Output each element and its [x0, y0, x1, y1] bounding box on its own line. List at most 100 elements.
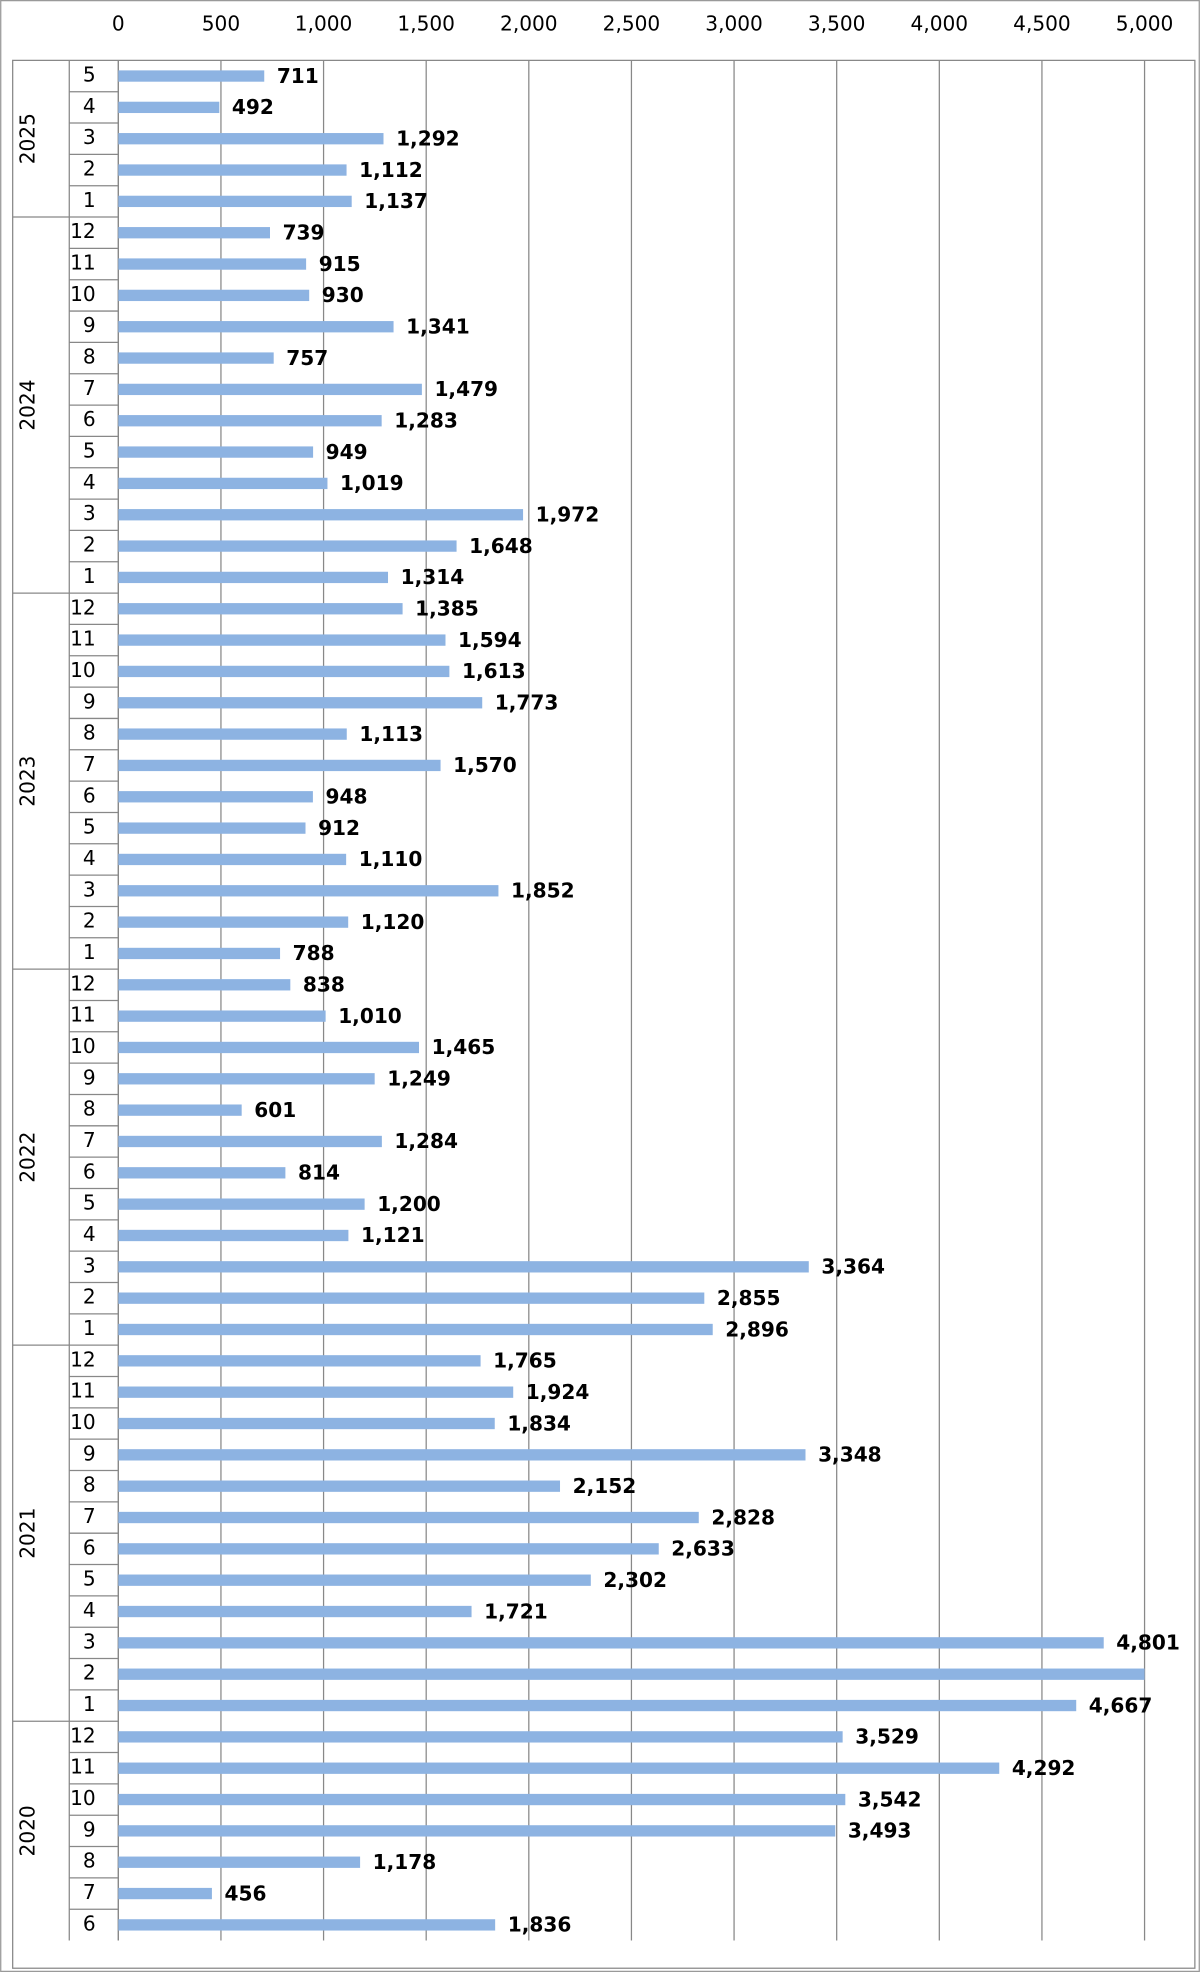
bar: [118, 1793, 846, 1806]
bar: [118, 1229, 349, 1242]
month-label: 7: [83, 376, 96, 400]
bar: [118, 1731, 843, 1743]
bar: [118, 1605, 472, 1618]
x-tick-label: 0: [112, 12, 125, 36]
month-label: 11: [70, 1003, 96, 1027]
month-label: 5: [83, 1191, 96, 1215]
bar: [118, 1010, 326, 1022]
x-tick-label: 4,000: [911, 12, 969, 36]
year-label: 2022: [16, 1132, 40, 1183]
x-tick-label: 1,000: [295, 12, 353, 36]
month-label: 10: [70, 1410, 96, 1434]
bar: [118, 540, 457, 552]
month-label: 8: [83, 1473, 96, 1497]
value-label: 1,765: [493, 1349, 557, 1373]
x-tick-label: 3,500: [808, 12, 866, 36]
month-label: 4: [83, 1222, 96, 1246]
value-label: 1,834: [507, 1411, 571, 1435]
month-label: 3: [83, 125, 96, 149]
value-label: 1,773: [495, 691, 559, 715]
value-label: 1,121: [361, 1223, 425, 1247]
bar: [118, 1511, 699, 1524]
month-label: 9: [83, 689, 96, 713]
bar: [118, 1261, 809, 1273]
bar: [118, 697, 483, 709]
value-label: 1,570: [453, 753, 517, 777]
x-tick-label: 1,500: [397, 12, 455, 36]
x-tick-label: 5,000: [1116, 12, 1174, 36]
month-label: 7: [83, 1880, 96, 1904]
month-label: 11: [70, 1755, 96, 1779]
value-label: 1,120: [361, 910, 425, 934]
year-label: 2021: [16, 1508, 40, 1559]
bar: [118, 1135, 382, 1148]
month-label: 8: [83, 721, 96, 745]
value-label: 1,178: [373, 1850, 437, 1874]
value-label: 814: [298, 1161, 340, 1185]
x-tick-label: 2,500: [603, 12, 661, 36]
value-label: 1,341: [406, 314, 470, 338]
bar: [118, 164, 347, 176]
month-label: 12: [70, 595, 96, 619]
value-label: 1,924: [526, 1380, 590, 1404]
x-tick-label: 500: [202, 12, 240, 36]
value-label: 1,852: [511, 879, 575, 903]
month-label: 9: [83, 1065, 96, 1089]
value-label: 1,721: [484, 1599, 548, 1623]
bar: [118, 1104, 242, 1116]
value-label: 4,292: [1012, 1756, 1076, 1780]
month-label: 2: [83, 533, 96, 557]
month-label: 7: [83, 752, 96, 776]
month-label: 6: [83, 783, 96, 807]
month-label: 7: [83, 1128, 96, 1152]
month-label: 10: [70, 1034, 96, 1058]
month-label: 12: [70, 1347, 96, 1371]
month-label: 5: [83, 1567, 96, 1591]
month-label: 5: [83, 815, 96, 839]
month-label: 9: [83, 1441, 96, 1465]
bar: [118, 947, 281, 960]
month-label: 6: [83, 1535, 96, 1559]
bar: [118, 1386, 514, 1398]
value-label: 601: [254, 1098, 296, 1122]
month-label: 10: [70, 1786, 96, 1810]
bar: [118, 101, 220, 114]
month-label: 11: [70, 627, 96, 651]
value-label: 456: [224, 1881, 266, 1905]
bar: [118, 1919, 496, 1931]
value-label: 1,972: [536, 503, 600, 527]
year-label: 2023: [16, 756, 40, 807]
bar: [118, 383, 422, 396]
month-label: 6: [83, 407, 96, 431]
bar: [118, 509, 524, 521]
month-label: 6: [83, 1159, 96, 1183]
bar: [118, 477, 328, 490]
bar: [118, 979, 291, 991]
bar: [118, 1041, 420, 1054]
month-label: 12: [70, 219, 96, 243]
value-label: 3,542: [858, 1787, 922, 1811]
value-label: 1,019: [340, 471, 404, 495]
value-label: 1,112: [359, 158, 423, 182]
bar: [118, 70, 265, 82]
month-label: 2: [83, 157, 96, 181]
value-label: 948: [325, 785, 367, 809]
value-label: 930: [322, 283, 364, 307]
bar: [118, 1637, 1104, 1649]
x-tick-label: 4,500: [1013, 12, 1071, 36]
value-label: 1,249: [387, 1067, 451, 1091]
value-label: 1,836: [508, 1913, 572, 1937]
bar: [118, 258, 307, 270]
bar: [118, 1856, 361, 1868]
value-label: 1,110: [359, 847, 423, 871]
month-label: 5: [83, 63, 96, 87]
month-label: 12: [70, 971, 96, 995]
month-label: 1: [83, 1692, 96, 1716]
value-label: 3,348: [818, 1443, 882, 1467]
bar: [118, 1762, 1000, 1774]
bar: [118, 1887, 212, 1900]
year-label: 2025: [16, 113, 40, 164]
month-label: 8: [83, 1849, 96, 1873]
bar: [118, 822, 306, 834]
